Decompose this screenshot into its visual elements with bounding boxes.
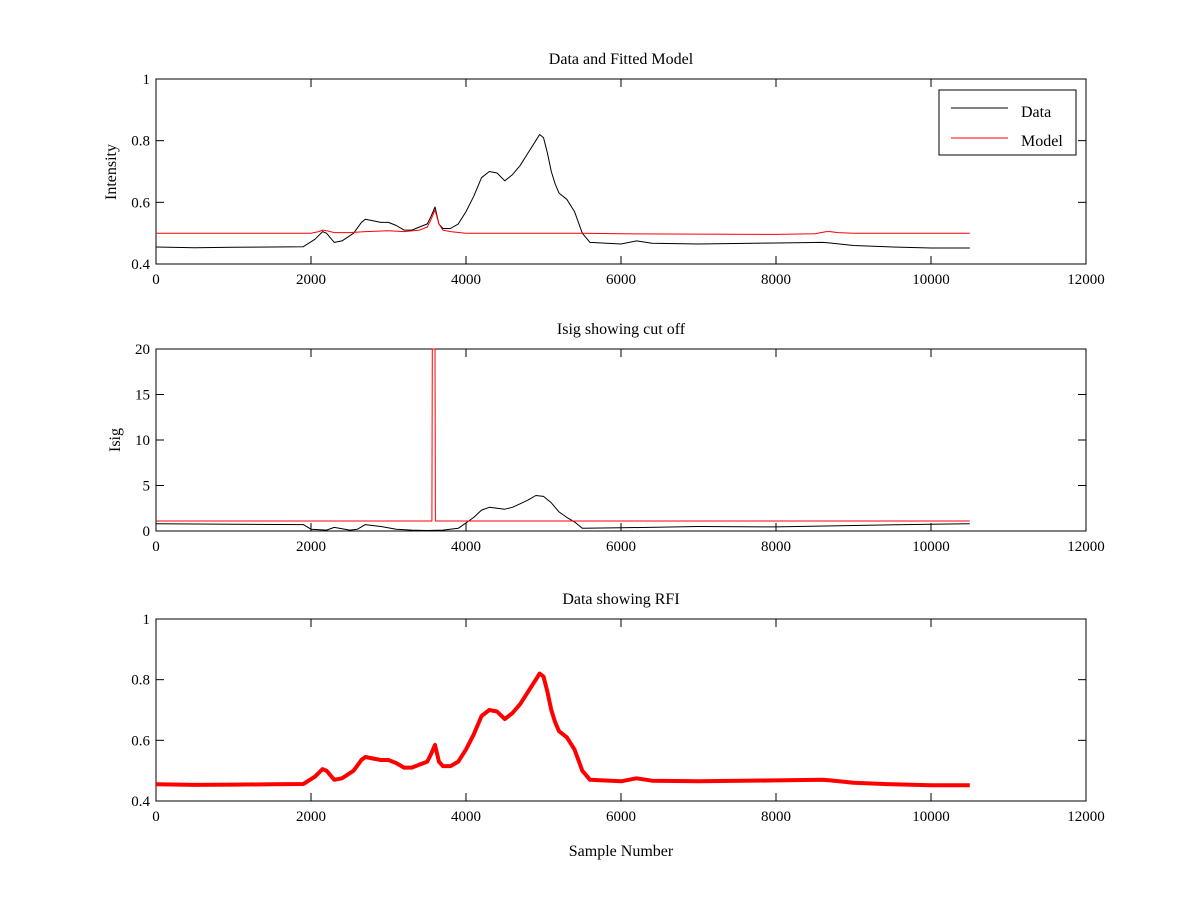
legend-label-data: Data <box>1021 104 1051 121</box>
x-tick-label: 6000 <box>606 539 636 555</box>
x-tick-label: 12000 <box>1067 539 1105 555</box>
x-tick-label: 0 <box>152 272 160 288</box>
panel-data-and-model: Data and Fitted Model Intensity 0 2000 400… <box>103 51 1105 288</box>
y-tick-label: 0.8 <box>131 134 150 150</box>
legend-box <box>938 89 1077 156</box>
chart-title: Data showing RFI <box>562 591 679 608</box>
panel-rfi: Data showing RFI Sample Number 0 2000 4000… <box>131 591 1105 860</box>
x-axis-label: Sample Number <box>569 843 674 860</box>
model-line <box>156 209 970 235</box>
ticks-layer: 0 2000 4000 6000 8000 10000 12000 0.4 0.6 0.8 1 <box>131 72 1105 288</box>
ticks-layer: 0 2000 4000 6000 8000 10000 12000 0 5 10 15 20 <box>135 342 1105 555</box>
x-tick-label: 12000 <box>1067 272 1105 288</box>
x-tick-label: 10000 <box>912 272 950 288</box>
x-tick-label: 6000 <box>606 809 636 825</box>
y-axis-label: Intensity <box>103 144 120 200</box>
y-axis-label: Isig <box>107 428 124 452</box>
x-tick-label: 0 <box>152 539 160 555</box>
y-tick-label: 1 <box>143 612 151 628</box>
ticks-layer: 0 2000 4000 6000 8000 10000 12000 0.4 0.6 0.8 1 <box>131 612 1105 825</box>
y-tick-label: 0.4 <box>131 257 150 273</box>
plot-area <box>155 348 1087 532</box>
y-tick-label: 0.6 <box>131 733 150 749</box>
series-0-line <box>155 671 970 788</box>
y-tick-label: 0.6 <box>131 195 150 211</box>
series-layer <box>155 671 970 788</box>
x-tick-label: 6000 <box>606 272 636 288</box>
x-tick-label: 2000 <box>296 539 326 555</box>
x-tick-label: 8000 <box>761 272 791 288</box>
legend-label-model: Model <box>1021 133 1063 150</box>
legend: Data Model <box>938 89 1077 156</box>
y-tick-label: 15 <box>135 388 150 404</box>
x-tick-label: 12000 <box>1067 809 1105 825</box>
series-layer <box>155 348 970 531</box>
plot-area <box>155 618 1087 802</box>
x-tick-label: 8000 <box>761 539 791 555</box>
chart-title: Isig showing cut off <box>557 321 686 338</box>
y-tick-label: 0 <box>143 524 151 540</box>
x-tick-label: 8000 <box>761 809 791 825</box>
y-tick-label: 10 <box>135 433 150 449</box>
x-tick-label: 2000 <box>296 809 326 825</box>
series-layer <box>155 134 970 249</box>
x-tick-label: 10000 <box>912 809 950 825</box>
y-tick-label: 20 <box>135 342 150 358</box>
x-tick-label: 4000 <box>451 809 481 825</box>
series-1-line <box>156 348 970 522</box>
y-tick-label: 5 <box>143 479 151 495</box>
panel-isig: Isig showing cut off Isig 0 2000 4000 6000 8… <box>107 321 1105 555</box>
x-tick-label: 4000 <box>451 539 481 555</box>
y-tick-label: 0.4 <box>131 794 150 810</box>
series-0-line <box>155 495 970 531</box>
y-tick-label: 0.8 <box>131 673 150 689</box>
y-tick-label: 1 <box>143 72 151 88</box>
data-line <box>155 134 970 249</box>
chart-title: Data and Fitted Model <box>549 51 694 68</box>
x-tick-label: 4000 <box>451 272 481 288</box>
x-tick-label: 2000 <box>296 272 326 288</box>
x-tick-label: 0 <box>152 809 160 825</box>
x-tick-label: 10000 <box>912 539 950 555</box>
